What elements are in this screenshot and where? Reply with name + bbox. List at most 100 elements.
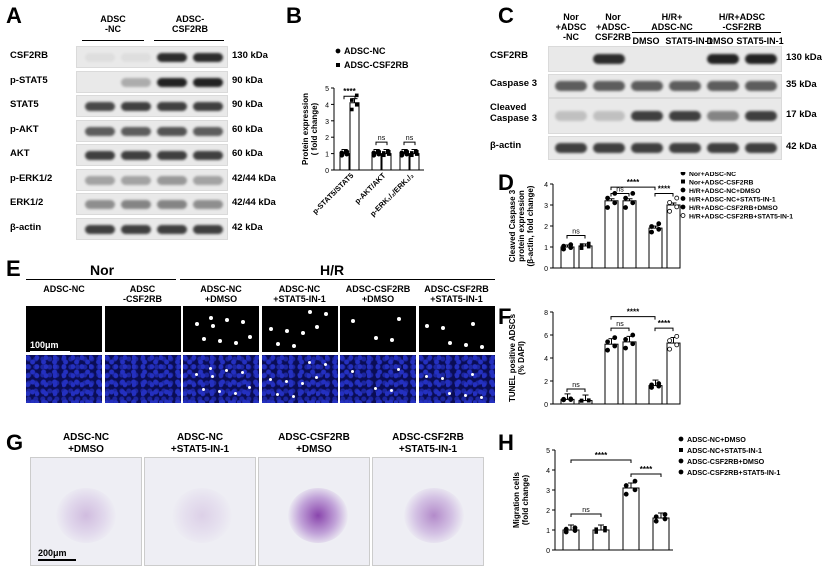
panel-c-group-header-nc: H/R+ ADSC-NC bbox=[651, 12, 693, 32]
data-point bbox=[563, 526, 569, 532]
panel-f-label: F bbox=[498, 304, 512, 329]
legend-label: ADSC-NC+DMSO bbox=[687, 435, 746, 444]
blot-strip-c bbox=[548, 98, 782, 134]
dapi-spot bbox=[440, 377, 444, 380]
dapi-spot bbox=[397, 368, 400, 371]
panel-e-underline-nor bbox=[26, 279, 176, 280]
significance-label: **** bbox=[627, 178, 640, 187]
panel-c-underline-csf2rb bbox=[705, 32, 781, 33]
data-point bbox=[603, 528, 607, 533]
legend-marker bbox=[680, 213, 686, 218]
blot-band bbox=[593, 143, 625, 153]
panel-e-underline-hr bbox=[180, 279, 495, 280]
tunel-image bbox=[340, 306, 416, 352]
blot-strip-a bbox=[76, 217, 228, 240]
legend-label: ADSC-CSF2RB+DMSO bbox=[687, 457, 765, 466]
panel-e-group-nor: Nor bbox=[90, 262, 115, 278]
significance-bracket bbox=[630, 473, 662, 477]
blot-band bbox=[631, 81, 663, 91]
kda-label-a: 130 kDa bbox=[232, 50, 268, 61]
tunel-spot bbox=[284, 329, 289, 333]
blot-band bbox=[121, 102, 151, 111]
blot-band bbox=[193, 53, 223, 62]
tunel-spot bbox=[463, 343, 468, 347]
tunel-spot bbox=[225, 318, 229, 322]
panel-a-header-nc: ADSC -NC bbox=[100, 14, 126, 34]
y-tick-label: 4 bbox=[546, 468, 550, 475]
data-point bbox=[653, 518, 659, 524]
blot-label-a: STAT5 bbox=[10, 99, 39, 110]
panel-e-col-header: ADSC-CSF2RB +DMSO bbox=[345, 284, 411, 304]
tunel-spot bbox=[195, 322, 199, 326]
kda-label-a: 42 kDa bbox=[232, 221, 263, 233]
blot-strip-a bbox=[76, 144, 228, 166]
bar bbox=[604, 200, 619, 269]
tunel-spot bbox=[209, 316, 213, 320]
data-point bbox=[623, 195, 628, 201]
blot-label-a: p-ERK1/2 bbox=[10, 172, 53, 184]
blot-band bbox=[707, 54, 739, 64]
blot-strip-c bbox=[548, 74, 782, 98]
tunel-spot bbox=[374, 336, 378, 340]
dapi-spot bbox=[225, 369, 228, 372]
data-point bbox=[612, 343, 618, 349]
legend-label: Nor+ADSC-NC bbox=[689, 172, 736, 178]
data-point bbox=[612, 335, 618, 341]
significance-label: **** bbox=[595, 451, 608, 460]
dapi-spot bbox=[300, 382, 304, 385]
tunel-spot bbox=[241, 320, 245, 324]
panel-g-col-header: ADSC-NC +STAT5-IN-1 bbox=[170, 432, 230, 455]
blot-band bbox=[745, 54, 777, 64]
tunel-spot bbox=[390, 338, 394, 342]
dapi-spot bbox=[248, 386, 251, 389]
blot-band bbox=[193, 200, 223, 209]
y-axis-label: ( fold change) bbox=[310, 102, 319, 155]
data-point bbox=[623, 205, 628, 210]
chart-h: 0 1 2 3 4 5 Migration cells (fold change) **** ns… bbox=[512, 435, 780, 555]
data-point bbox=[623, 483, 629, 488]
tunel-spot bbox=[248, 335, 252, 339]
kda-label-a: 42/44 kDa bbox=[232, 172, 276, 184]
data-point bbox=[662, 512, 668, 517]
blot-band bbox=[745, 111, 777, 121]
dapi-image bbox=[340, 355, 416, 403]
data-point bbox=[371, 150, 377, 156]
tunel-spot bbox=[447, 341, 452, 345]
tunel-spot bbox=[211, 324, 215, 328]
blot-band bbox=[157, 77, 187, 87]
blot-band bbox=[669, 81, 701, 91]
blot-band bbox=[193, 151, 223, 160]
kda-label-c: 17 kDa bbox=[786, 109, 817, 120]
panel-c-sub-dmso-1: DMSO bbox=[632, 36, 660, 46]
blot-band bbox=[669, 143, 701, 153]
chart-b: 0 1 2 3 4 5 Protein expression( fold change) **… bbox=[301, 46, 424, 218]
y-tick-label: 8 bbox=[544, 310, 548, 317]
blot-band bbox=[85, 151, 115, 160]
panel-g-col-header: ADSC-CSF2RB +STAT5-IN-1 bbox=[392, 432, 464, 455]
data-point bbox=[649, 382, 655, 388]
migration-stain bbox=[56, 488, 116, 543]
blot-band bbox=[669, 111, 701, 121]
y-tick-label: 0 bbox=[544, 402, 548, 409]
blot-band bbox=[193, 77, 223, 87]
dapi-spot bbox=[209, 367, 212, 370]
panel-d-label: D bbox=[498, 170, 514, 195]
kda-label-c: 42 kDa bbox=[786, 141, 817, 152]
kda-label-a: 90 kDa bbox=[232, 99, 263, 110]
data-point bbox=[656, 381, 662, 386]
significance-label: **** bbox=[640, 465, 653, 474]
tunel-spot bbox=[202, 337, 206, 341]
blot-band bbox=[121, 175, 151, 185]
legend-marker bbox=[681, 179, 685, 184]
significance-bracket bbox=[566, 234, 586, 239]
tunel-spot bbox=[218, 339, 222, 343]
bar bbox=[604, 343, 619, 405]
dapi-spot bbox=[424, 375, 428, 378]
blot-label-a: ERK1/2 bbox=[10, 197, 44, 208]
legend-marker bbox=[678, 469, 684, 475]
tunel-image bbox=[418, 306, 495, 352]
data-point bbox=[605, 339, 610, 345]
tunel-spot bbox=[307, 310, 312, 314]
blot-band bbox=[631, 143, 663, 153]
data-point bbox=[350, 107, 354, 112]
